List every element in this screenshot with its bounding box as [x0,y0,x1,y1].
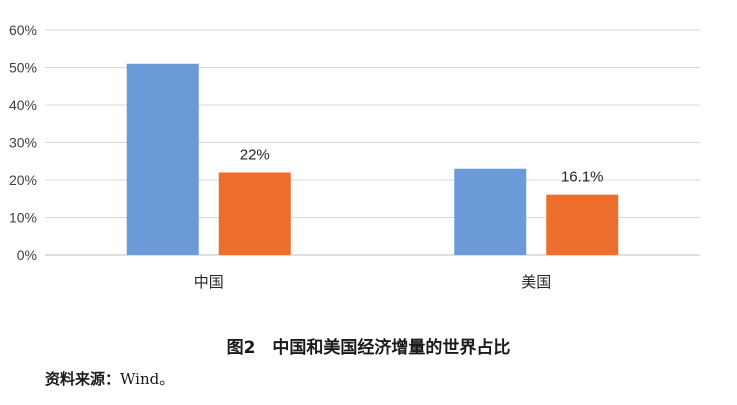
bar-2017-中国 [218,172,291,255]
y-tick-label: 20% [9,172,37,188]
source-note: 资料来源：Wind。 [45,368,174,389]
bars [126,63,619,255]
data-label: 16.1% [561,169,604,186]
y-tick-label: 0% [17,247,37,263]
y-tick-label: 10% [9,210,37,226]
bar-2013-中国 [126,63,199,255]
bar-2017-美国 [546,194,619,255]
x-axis: 中国 美国 [194,273,552,291]
y-tick-label: 50% [9,60,37,76]
y-tick-label: 40% [9,97,37,113]
source-value: Wind。 [120,370,175,388]
figure-caption: 图2 中国和美国经济增量的世界占比 [226,338,511,358]
data-label: 22% [240,147,270,164]
y-axis: 0% 10% 20% 30% 40% 50% 60% [9,22,37,263]
y-tick-label: 60% [9,22,37,38]
y-tick-label: 30% [9,135,37,151]
source-label: 资料来源： [45,370,121,388]
data-labels: 22% 16.1% [240,147,604,186]
x-category-label: 中国 [194,273,224,291]
bar-2013-美国 [454,168,527,255]
x-category-label: 美国 [521,273,551,291]
